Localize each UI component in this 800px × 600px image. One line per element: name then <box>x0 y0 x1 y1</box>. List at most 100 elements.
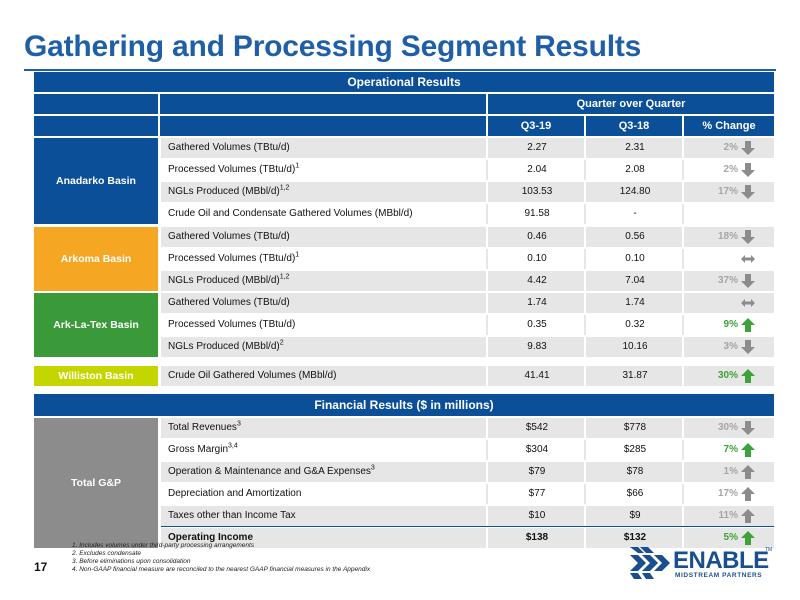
footnote-1: 1. Includes volumes under third-party pr… <box>72 542 255 549</box>
basin-label: Williston Basin <box>34 366 158 386</box>
column-header-q3-18: Q3-18 <box>618 120 650 132</box>
enable-chevron-logo-icon <box>630 547 670 579</box>
row-label: Operating Income <box>168 532 254 543</box>
percent-change: 2% <box>723 164 738 175</box>
down-arrow-icon <box>741 163 755 177</box>
financial-results-header: Financial Results ($ in millions) <box>34 394 774 416</box>
value-q3-18: $778 <box>623 422 647 433</box>
table-row: Gathered Volumes (TBtu/d) 1.74 1.74 <box>161 293 774 313</box>
period-header: Quarter over Quarter <box>576 98 686 110</box>
up-arrow-icon <box>741 509 755 523</box>
value-q3-19: 0.10 <box>527 253 547 264</box>
value-q3-18: - <box>633 208 637 219</box>
value-q3-18: 124.80 <box>619 186 651 197</box>
row-label: Gathered Volumes (TBtu/d) <box>168 231 290 242</box>
row-label: NGLs Produced (MBbl/d)2 <box>168 339 284 352</box>
footnote-ref: 2 <box>279 339 284 347</box>
value-q3-19: 91.58 <box>524 208 550 219</box>
operational-results-header: Operational Results <box>34 72 774 92</box>
footnote-ref: 3 <box>236 420 241 428</box>
footnote-3: 3. Before eliminations upon consolidatio… <box>72 558 191 565</box>
footnote-2: 2. Excludes condensate <box>72 550 142 557</box>
table-row: Operation & Maintenance and G&A Expenses… <box>161 462 774 482</box>
value-q3-18: 0.56 <box>625 231 645 242</box>
logo-wordmark: ENABLE <box>673 547 769 574</box>
percent-change: 3% <box>723 341 738 352</box>
row-label: Operation & Maintenance and G&A Expenses… <box>168 464 375 477</box>
period-header-band: Quarter over Quarter <box>34 94 774 114</box>
percent-change: 2% <box>723 142 738 153</box>
down-arrow-icon <box>741 274 755 288</box>
percent-change: 1% <box>723 466 738 477</box>
basin-label: Arkoma Basin <box>34 227 158 291</box>
flat-arrow-icon <box>741 299 755 307</box>
table-row: Gathered Volumes (TBtu/d) 2.27 2.31 2% <box>161 138 774 158</box>
row-label: Taxes other than Income Tax <box>168 510 296 521</box>
value-q3-19: 1.74 <box>527 297 547 308</box>
table-row: Processed Volumes (TBtu/d)1 2.04 2.08 2% <box>161 160 774 180</box>
value-q3-18: $78 <box>626 466 644 477</box>
down-arrow-icon <box>741 230 755 244</box>
percent-change: 5% <box>723 532 738 543</box>
row-label: Depreciation and Amortization <box>168 488 302 499</box>
value-q3-19: 2.27 <box>527 142 547 153</box>
value-q3-18: 0.32 <box>625 319 645 330</box>
up-arrow-icon <box>741 318 755 332</box>
value-q3-18: 1.74 <box>625 297 645 308</box>
row-label: Total Revenues3 <box>168 420 241 433</box>
down-arrow-icon <box>741 185 755 199</box>
percent-change: 37% <box>717 275 738 286</box>
table-row: Gathered Volumes (TBtu/d) 0.46 0.56 18% <box>161 227 774 247</box>
down-arrow-icon <box>741 340 755 354</box>
value-q3-18: $9 <box>629 510 641 521</box>
value-q3-18: 10.16 <box>622 341 648 352</box>
up-arrow-icon <box>741 443 755 457</box>
table-row: Gross Margin3,4 $304 $285 7% <box>161 440 774 460</box>
percent-change: 18% <box>717 231 738 242</box>
value-q3-18: $132 <box>623 532 647 543</box>
column-header-change: % Change <box>702 120 756 132</box>
footnote-ref: 1,2 <box>279 184 290 192</box>
percent-change: 17% <box>717 186 738 197</box>
up-arrow-icon <box>741 369 755 383</box>
down-arrow-icon <box>741 421 755 435</box>
row-label: Processed Volumes (TBtu/d)1 <box>168 162 300 175</box>
table-row: NGLs Produced (MBbl/d)2 9.83 10.16 3% <box>161 337 774 357</box>
row-label: Processed Volumes (TBtu/d)1 <box>168 251 300 264</box>
value-q3-18: $285 <box>623 444 647 455</box>
value-q3-18: 0.10 <box>625 253 645 264</box>
table-row: Processed Volumes (TBtu/d) 0.35 0.32 9% <box>161 315 774 335</box>
percent-change: 11% <box>718 510 738 521</box>
segment-label: Total G&P <box>34 418 158 548</box>
title-rule <box>24 69 776 71</box>
row-label: NGLs Produced (MBbl/d)1,2 <box>168 273 290 286</box>
value-q3-19: 4.42 <box>527 275 547 286</box>
up-arrow-icon <box>741 531 755 545</box>
row-label: Crude Oil and Condensate Gathered Volume… <box>168 208 413 219</box>
value-q3-19: 0.46 <box>527 231 547 242</box>
footnote-ref: 1,2 <box>279 273 290 281</box>
percent-change: 30% <box>717 422 738 433</box>
basin-label: Ark-La-Tex Basin <box>34 293 158 357</box>
row-label: Gathered Volumes (TBtu/d) <box>168 142 290 153</box>
row-label: Gathered Volumes (TBtu/d) <box>168 297 290 308</box>
value-q3-18: 7.04 <box>625 275 645 286</box>
value-q3-19: $10 <box>528 510 546 521</box>
table-row: NGLs Produced (MBbl/d)1,2 4.42 7.04 37% <box>161 271 774 291</box>
value-q3-19: $542 <box>525 422 549 433</box>
percent-change: 9% <box>723 319 738 330</box>
value-q3-19: $79 <box>528 466 546 477</box>
value-q3-18: 31.87 <box>622 370 648 381</box>
up-arrow-icon <box>741 465 755 479</box>
enable-logo: ENABLE TM MIDSTREAM PARTNERS <box>628 543 778 583</box>
percent-change: 30% <box>717 370 738 381</box>
footnote-ref: 3,4 <box>228 442 238 450</box>
value-q3-19: 103.53 <box>521 186 553 197</box>
table-row: Crude Oil and Condensate Gathered Volume… <box>161 204 774 224</box>
value-q3-19: 41.41 <box>524 370 550 381</box>
table-row: Total Revenues3 $542 $778 30% <box>161 418 774 438</box>
column-header-q3-19: Q3-19 <box>520 120 552 132</box>
value-q3-18: 2.08 <box>625 164 645 175</box>
table-row: NGLs Produced (MBbl/d)1,2 103.53 124.80 17% <box>161 182 774 202</box>
table-row: Taxes other than Income Tax $10 $9 11% <box>161 506 774 526</box>
